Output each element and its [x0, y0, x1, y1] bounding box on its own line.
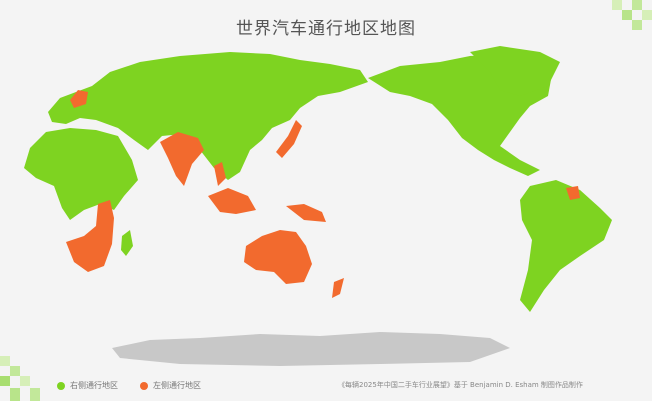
- region-eurasia: [48, 52, 368, 180]
- region-africa: [24, 128, 138, 220]
- right-hand-traffic-regions: [24, 46, 612, 312]
- map-title: 世界汽车通行地区地图: [236, 19, 416, 39]
- region-papua-new-guinea: [286, 204, 326, 222]
- region-australia: [244, 230, 312, 284]
- legend-swatch-green: [57, 381, 65, 390]
- legend-label: 右侧通行地区: [70, 381, 118, 390]
- region-south-america: [520, 180, 612, 312]
- region-uk: [70, 90, 88, 108]
- region-southern-africa: [66, 200, 114, 272]
- source-note: 《每辆2025年中国二手车行业展望》基于 Benjamin D. Esham 制…: [338, 381, 583, 389]
- legend-right-hand: 右侧通行地区: [57, 380, 118, 391]
- left-hand-traffic-regions: [66, 90, 580, 298]
- region-southeast-asia: [214, 162, 226, 186]
- decorative-checker-top-right: [612, 0, 652, 30]
- decorative-checker-bottom-left: [0, 356, 40, 401]
- region-india: [160, 132, 204, 186]
- legend-left-hand: 左侧通行地区: [140, 380, 201, 391]
- legend-swatch-orange: [140, 381, 148, 390]
- region-japan: [276, 120, 302, 158]
- region-greenland: [470, 46, 560, 96]
- legend-label: 左侧通行地区: [153, 381, 201, 390]
- region-new-zealand: [332, 278, 344, 298]
- region-madagascar: [121, 230, 133, 256]
- region-indonesia: [208, 188, 256, 214]
- region-guyana: [566, 186, 580, 200]
- region-antarctica: [112, 332, 510, 366]
